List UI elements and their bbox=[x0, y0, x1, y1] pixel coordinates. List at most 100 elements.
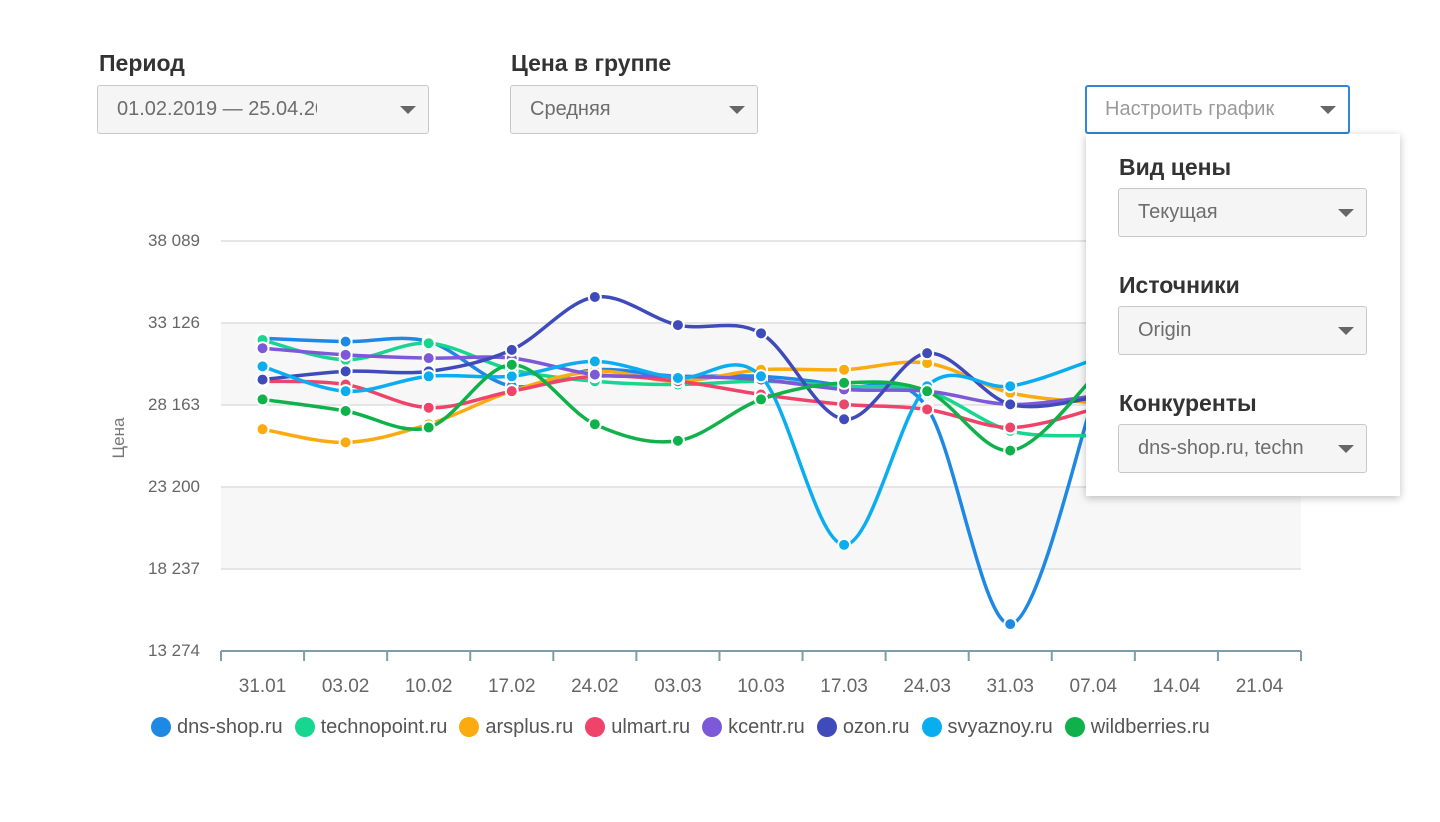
data-point-wildberries-ru bbox=[837, 375, 852, 390]
legend-label: dns-shop.ru bbox=[177, 715, 283, 738]
legend-item[interactable]: kcentr.ru bbox=[702, 716, 805, 739]
chart-settings-panel: Вид цены Текущая Источники Origin Конкур… bbox=[1086, 134, 1400, 496]
chart-legend: dns-shop.ru technopoint.ru arsplus.ru ulmar… bbox=[151, 712, 1222, 742]
legend-item[interactable]: ozon.ru bbox=[816, 716, 910, 739]
x-tick-label: 17.02 bbox=[488, 676, 536, 697]
price-type-select[interactable]: Текущая bbox=[1118, 188, 1367, 237]
legend-dot-icon bbox=[816, 717, 837, 737]
data-point-svyaznoy-ru bbox=[587, 354, 602, 369]
legend-item[interactable]: arsplus.ru bbox=[459, 716, 573, 739]
chevron-down-icon bbox=[1320, 106, 1336, 114]
legend-label: kcentr.ru bbox=[728, 715, 805, 738]
legend-dot-icon bbox=[151, 717, 171, 737]
data-point-svyaznoy-ru bbox=[754, 369, 768, 384]
group-price-value: Средняя bbox=[530, 98, 611, 120]
data-point-ozon-ru bbox=[338, 364, 353, 379]
legend-item[interactable]: technopoint.ru bbox=[294, 715, 448, 739]
data-point-technopoint-ru bbox=[421, 336, 436, 351]
x-tick-label: 21.04 bbox=[1236, 676, 1284, 697]
legend-label: ulmart.ru bbox=[611, 715, 691, 738]
chevron-down-icon bbox=[1338, 327, 1354, 335]
period-value: 01.02.2019 — 25.04.2019 bbox=[117, 98, 317, 120]
data-point-ozon-ru bbox=[504, 342, 519, 357]
legend-item[interactable]: svyaznoy.ru bbox=[921, 715, 1053, 739]
data-point-ulmart-ru bbox=[837, 397, 852, 412]
sources-select[interactable]: Origin bbox=[1118, 306, 1367, 355]
data-point-ozon-ru bbox=[670, 318, 685, 333]
data-point-ozon-ru bbox=[837, 412, 852, 427]
data-point-ulmart-ru bbox=[504, 384, 519, 399]
sources-value: Origin bbox=[1138, 319, 1192, 341]
data-point-kcentr-ru bbox=[421, 351, 436, 366]
legend-label: technopoint.ru bbox=[320, 715, 448, 738]
price-type-value: Текущая bbox=[1138, 201, 1218, 223]
configure-chart-select[interactable]: Настроить график bbox=[1085, 85, 1350, 134]
x-tick-label: 31.03 bbox=[986, 676, 1034, 697]
legend-item[interactable]: ulmart.ru bbox=[585, 716, 690, 739]
legend-dot-icon bbox=[294, 717, 315, 737]
legend-item[interactable]: dns-shop.ru bbox=[151, 716, 283, 739]
sources-label: Источники bbox=[1119, 272, 1240, 298]
y-tick-label: 33 126 bbox=[148, 313, 200, 332]
legend-dot-icon bbox=[921, 717, 942, 737]
legend-item[interactable]: wildberries.ru bbox=[1064, 715, 1210, 739]
data-point-kcentr-ru bbox=[587, 367, 602, 382]
y-tick-label: 13 274 bbox=[148, 641, 200, 660]
data-point-ozon-ru bbox=[255, 372, 270, 387]
configure-chart-placeholder: Настроить график bbox=[1105, 98, 1275, 120]
data-point-ulmart-ru bbox=[1003, 420, 1018, 435]
y-tick-label: 28 163 bbox=[148, 395, 200, 414]
y-tick-label: 23 200 bbox=[148, 477, 200, 496]
data-point-arsplus-ru bbox=[837, 362, 852, 377]
data-point-svyaznoy-ru bbox=[421, 369, 436, 384]
data-point-ozon-ru bbox=[920, 346, 935, 361]
data-point-svyaznoy-ru bbox=[338, 384, 353, 399]
data-point-ulmart-ru bbox=[920, 402, 935, 417]
x-tick-label: 03.03 bbox=[654, 676, 702, 697]
series-line-ozon-ru bbox=[260, 294, 1096, 422]
chevron-down-icon bbox=[1338, 209, 1354, 217]
plot-band bbox=[221, 487, 1301, 569]
chevron-down-icon bbox=[729, 106, 745, 114]
data-point-kcentr-ru bbox=[255, 341, 270, 356]
data-point-svyaznoy-ru bbox=[255, 359, 270, 374]
data-point-ulmart-ru bbox=[421, 400, 436, 415]
data-point-svyaznoy-ru bbox=[504, 369, 519, 384]
x-tick-label: 31.01 bbox=[239, 676, 287, 697]
chevron-down-icon bbox=[1338, 445, 1354, 453]
x-tick-label: 14.04 bbox=[1153, 676, 1201, 697]
x-tick-label: 17.03 bbox=[820, 676, 868, 697]
competitors-label: Конкуренты bbox=[1119, 390, 1257, 416]
data-point-svyaznoy-ru bbox=[1003, 379, 1018, 394]
data-point-dns-shop-ru bbox=[338, 334, 353, 349]
competitors-select[interactable]: dns-shop.ru, techn bbox=[1118, 424, 1367, 473]
x-tick-label: 24.02 bbox=[571, 676, 619, 697]
data-point-wildberries-ru bbox=[754, 392, 768, 407]
data-point-wildberries-ru bbox=[421, 420, 436, 435]
x-tick-label: 24.03 bbox=[903, 676, 951, 697]
legend-dot-icon bbox=[702, 717, 723, 737]
series-line-svyaznoy-ru bbox=[260, 358, 1096, 547]
group-price-label: Цена в группе bbox=[511, 50, 672, 76]
data-point-wildberries-ru bbox=[587, 417, 602, 432]
data-point-wildberries-ru bbox=[504, 357, 519, 372]
x-tick-label: 07.04 bbox=[1070, 676, 1118, 697]
y-axis-label: Цена bbox=[109, 417, 128, 458]
legend-label: wildberries.ru bbox=[1090, 715, 1210, 738]
period-label: Период bbox=[99, 50, 185, 76]
chevron-down-icon bbox=[400, 106, 416, 114]
period-select[interactable]: 01.02.2019 — 25.04.2019 bbox=[97, 85, 429, 134]
data-point-arsplus-ru bbox=[255, 422, 270, 437]
data-point-svyaznoy-ru bbox=[837, 537, 852, 552]
legend-dot-icon bbox=[459, 717, 480, 737]
data-point-svyaznoy-ru bbox=[670, 370, 685, 385]
legend-dot-icon bbox=[1064, 717, 1085, 737]
data-point-wildberries-ru bbox=[338, 403, 353, 418]
competitors-value: dns-shop.ru, techn bbox=[1138, 437, 1304, 459]
legend-label: svyaznoy.ru bbox=[947, 715, 1053, 738]
y-tick-label: 38 089 bbox=[148, 231, 200, 250]
data-point-ozon-ru bbox=[754, 326, 768, 341]
group-price-select[interactable]: Средняя bbox=[510, 85, 758, 134]
legend-label: arsplus.ru bbox=[485, 715, 574, 738]
